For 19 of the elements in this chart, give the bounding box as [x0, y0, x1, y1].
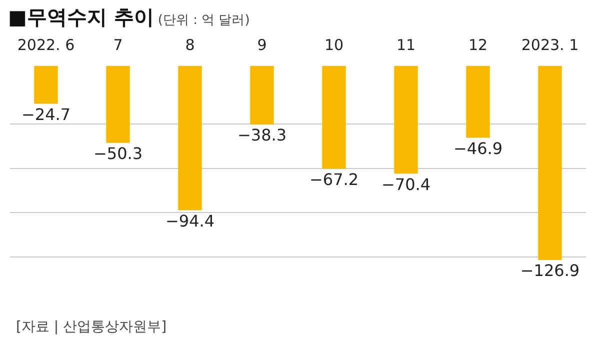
x-tick-label: 7 [113, 36, 123, 54]
chart-subtitle: (단위 : 억 달러) [158, 13, 250, 28]
data-label: −38.3 [237, 126, 287, 145]
data-label: −67.2 [309, 170, 359, 189]
data-label: −126.9 [520, 261, 580, 280]
x-tick-label: 2022. 6 [17, 36, 75, 54]
data-label: −50.3 [93, 144, 143, 164]
chart-title: ■무역수지 추이 [8, 5, 154, 29]
text: [자료 | 산업통상자원부] [16, 318, 167, 336]
data-label: −46.9 [453, 138, 503, 158]
data-label: −24.7 [21, 104, 71, 124]
x-tick-label: 11 [396, 36, 416, 54]
x-tick-label: 10 [324, 36, 344, 54]
x-tick-label: 12 [468, 36, 488, 54]
x-tick-label: 9 [257, 36, 267, 54]
data-label: −70.4 [381, 174, 431, 194]
data-label: −94.4 [165, 211, 215, 230]
x-tick-label: 2023. 1 [521, 36, 579, 54]
x-tick-label: 8 [185, 36, 195, 54]
